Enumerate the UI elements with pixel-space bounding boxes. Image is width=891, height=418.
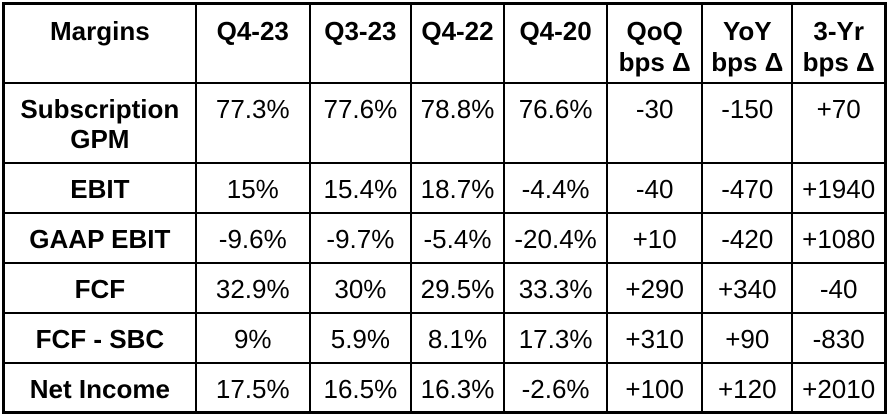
- table-cell: -40: [791, 261, 887, 314]
- table-cell: 29.5%: [409, 261, 506, 314]
- table-cell: -20.4%: [503, 211, 609, 264]
- column-header-margins: Margins: [2, 2, 197, 84]
- row-label-fcf-sbc: FCF - SBC: [2, 311, 197, 364]
- table-cell: -830: [791, 311, 887, 364]
- table-row-gaap-ebit: GAAP EBIT -9.6% -9.7% -5.4% -20.4% +10 -…: [2, 211, 887, 264]
- table-cell: -9.6%: [194, 211, 311, 264]
- row-label-fcf: FCF: [2, 261, 197, 314]
- table-cell: 33.3%: [503, 261, 609, 314]
- table-cell: 16.5%: [308, 361, 412, 414]
- table-cell: 8.1%: [409, 311, 506, 364]
- margins-table: Margins Q4-23 Q3-23 Q4-22 Q4-20 QoQ bps …: [2, 2, 887, 414]
- table-cell: 9%: [194, 311, 311, 364]
- table-cell: 15.4%: [308, 161, 412, 214]
- table-row-fcf: FCF 32.9% 30% 29.5% 33.3% +290 +340 -40: [2, 261, 887, 314]
- table-cell: +310: [606, 311, 704, 364]
- table-cell: 17.5%: [194, 361, 311, 414]
- table-row-subscription-gpm: Subscription GPM 77.3% 77.6% 78.8% 76.6%…: [2, 81, 887, 164]
- header-row: Margins Q4-23 Q3-23 Q4-22 Q4-20 QoQ bps …: [2, 2, 887, 84]
- table-cell: -2.6%: [503, 361, 609, 414]
- table-cell: +10: [606, 211, 704, 264]
- row-label-gaap-ebit: GAAP EBIT: [2, 211, 197, 264]
- table-cell: 15%: [194, 161, 311, 214]
- table-cell: +120: [701, 361, 794, 414]
- row-label-subscription-gpm: Subscription GPM: [2, 81, 197, 164]
- column-header-q4-23: Q4-23: [194, 2, 311, 84]
- table-cell: 32.9%: [194, 261, 311, 314]
- table-cell: -30: [606, 81, 704, 164]
- table-cell: 16.3%: [409, 361, 506, 414]
- table-cell: +1940: [791, 161, 887, 214]
- row-label-ebit: EBIT: [2, 161, 197, 214]
- table-cell: -470: [701, 161, 794, 214]
- table-cell: 77.3%: [194, 81, 311, 164]
- table-cell: +70: [791, 81, 887, 164]
- table-cell: 17.3%: [503, 311, 609, 364]
- table-cell: -5.4%: [409, 211, 506, 264]
- table-cell: -420: [701, 211, 794, 264]
- table-row-net-income: Net Income 17.5% 16.5% 16.3% -2.6% +100 …: [2, 361, 887, 414]
- table-cell: -40: [606, 161, 704, 214]
- table-cell: +90: [701, 311, 794, 364]
- table-row-fcf-sbc: FCF - SBC 9% 5.9% 8.1% 17.3% +310 +90 -8…: [2, 311, 887, 364]
- table-cell: +100: [606, 361, 704, 414]
- table-cell: 5.9%: [308, 311, 412, 364]
- table-cell: -9.7%: [308, 211, 412, 264]
- table-cell: 30%: [308, 261, 412, 314]
- table-cell: +2010: [791, 361, 887, 414]
- column-header-qoq-bps: QoQ bps Δ: [606, 2, 704, 84]
- table-cell: -150: [701, 81, 794, 164]
- column-header-yoy-bps: YoY bps Δ: [701, 2, 794, 84]
- table-cell: 77.6%: [308, 81, 412, 164]
- table-row-ebit: EBIT 15% 15.4% 18.7% -4.4% -40 -470 +194…: [2, 161, 887, 214]
- table-cell: 76.6%: [503, 81, 609, 164]
- table-cell: +340: [701, 261, 794, 314]
- column-header-q3-23: Q3-23: [308, 2, 412, 84]
- table-cell: -4.4%: [503, 161, 609, 214]
- row-label-net-income: Net Income: [2, 361, 197, 414]
- table-cell: +290: [606, 261, 704, 314]
- table-cell: +1080: [791, 211, 887, 264]
- table-cell: 78.8%: [409, 81, 506, 164]
- table-cell: 18.7%: [409, 161, 506, 214]
- column-header-q4-20: Q4-20: [503, 2, 609, 84]
- column-header-3yr-bps: 3-Yr bps Δ: [791, 2, 887, 84]
- column-header-q4-22: Q4-22: [409, 2, 506, 84]
